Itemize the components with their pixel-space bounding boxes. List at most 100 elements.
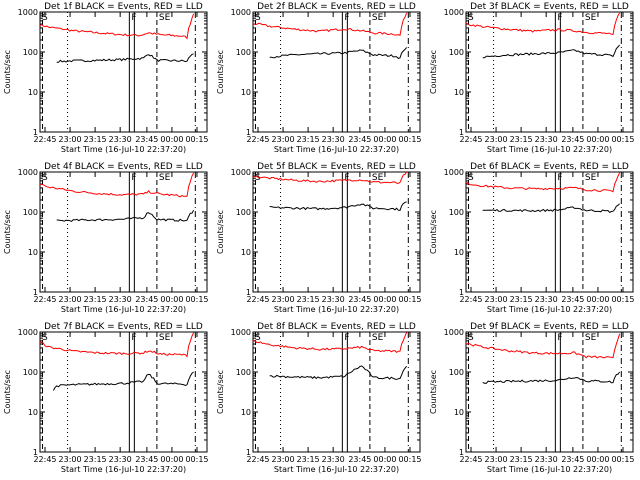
x-tick-label: 23:45 — [561, 295, 584, 304]
x-tick-label: 23:30 — [322, 135, 345, 144]
chart-panel-4: Det 4f BLACK = Events, RED = LLD 1 10 100 10… — [3, 162, 209, 314]
chart-panel-5: Det 5f BLACK = Events, RED = LLD 1 10 100 10… — [216, 162, 422, 314]
plot-frame — [252, 171, 421, 293]
x-axis-label: Start Time (16-Jul-10 22:37:20) — [61, 145, 186, 154]
y-tick-label: 1000 — [444, 8, 464, 17]
marker-s: S — [42, 333, 48, 343]
lld-series-line — [252, 332, 408, 354]
y-axis-label: Counts/sec — [3, 210, 12, 254]
x-tick-label: 23:15 — [84, 455, 107, 464]
y-tick-label: 1 — [459, 448, 464, 457]
y-tick-label: 10 — [241, 408, 251, 417]
y-tick-label: 1000 — [231, 8, 251, 17]
y-tick-label: 1 — [459, 128, 464, 137]
x-tick-label: 23:15 — [297, 135, 320, 144]
marker-se: SE — [372, 333, 384, 343]
x-tick-label: 00:00 — [586, 455, 609, 464]
x-tick-label: 23:00 — [272, 295, 295, 304]
x-tick-label: 23:45 — [135, 295, 158, 304]
y-tick-label: 1000 — [18, 328, 38, 337]
x-tick-label: 23:30 — [322, 295, 345, 304]
plot-frame — [39, 171, 208, 293]
x-tick-label: 22:45 — [33, 455, 56, 464]
y-axis-label: Counts/sec — [216, 50, 225, 94]
y-axis-label: Counts/sec — [3, 370, 12, 414]
x-tick-label: 23:30 — [109, 455, 132, 464]
x-tick-label: 00:15 — [185, 295, 208, 304]
y-tick-label: 100 — [23, 208, 38, 217]
y-tick-label: 1 — [246, 288, 251, 297]
chart-title: Det 1f BLACK = Events, RED = LLD — [44, 2, 203, 12]
marker-s: S — [42, 173, 48, 183]
y-tick-label: 10 — [28, 408, 38, 417]
x-tick-label: 00:15 — [185, 135, 208, 144]
plot-frame — [465, 11, 634, 133]
x-tick-label: 23:45 — [561, 455, 584, 464]
x-tick-label: 23:45 — [135, 135, 158, 144]
x-tick-label: 22:45 — [246, 295, 269, 304]
plot-frame — [252, 11, 421, 133]
marker-s: S — [42, 13, 48, 23]
lld-series-line — [39, 13, 195, 40]
marker-f: F — [344, 13, 349, 23]
chart-title: Det 4f BLACK = Events, RED = LLD — [44, 162, 203, 172]
lld-series-line — [465, 172, 621, 193]
x-tick-label: 00:00 — [160, 295, 183, 304]
x-tick-label: 23:00 — [272, 455, 295, 464]
chart-panel-7: Det 7f BLACK = Events, RED = LLD 1 10 100 10… — [3, 322, 209, 474]
x-tick-label: 23:30 — [109, 135, 132, 144]
y-tick-label: 1000 — [18, 8, 38, 17]
x-tick-label: 22:45 — [246, 135, 269, 144]
y-axis-label: Counts/sec — [3, 50, 12, 94]
x-tick-label: 22:45 — [246, 455, 269, 464]
x-tick-label: 23:15 — [510, 455, 533, 464]
chart-title: Det 5f BLACK = Events, RED = LLD — [257, 162, 416, 172]
x-axis-label: Start Time (16-Jul-10 22:37:20) — [274, 145, 399, 154]
x-tick-label: 22:45 — [459, 455, 482, 464]
marker-s: S — [468, 173, 474, 183]
y-tick-label: 100 — [449, 208, 464, 217]
plot-frame — [465, 171, 634, 293]
marker-f: F — [131, 333, 136, 343]
marker-se: SE — [585, 333, 597, 343]
chart-title: Det 9f BLACK = Events, RED = LLD — [470, 322, 629, 332]
y-tick-label: 100 — [236, 48, 251, 57]
x-tick-label: 00:00 — [373, 455, 396, 464]
x-tick-label: 00:15 — [398, 295, 421, 304]
y-axis-label: Counts/sec — [216, 370, 225, 414]
marker-se: SE — [585, 173, 597, 183]
chart-title: Det 2f BLACK = Events, RED = LLD — [257, 2, 416, 12]
x-tick-label: 23:15 — [297, 455, 320, 464]
plot-frame — [39, 11, 208, 133]
x-tick-label: 00:15 — [398, 135, 421, 144]
chart-title: Det 6f BLACK = Events, RED = LLD — [470, 162, 629, 172]
events-series-line — [56, 210, 195, 222]
x-tick-label: 00:15 — [611, 295, 634, 304]
y-axis-label: Counts/sec — [429, 370, 438, 414]
y-tick-label: 100 — [23, 368, 38, 377]
x-tick-label: 00:15 — [611, 135, 634, 144]
events-series-line — [482, 44, 620, 59]
chart-panel-8: Det 8f BLACK = Events, RED = LLD 1 10 100 10… — [216, 322, 422, 474]
x-axis-label: Start Time (16-Jul-10 22:37:20) — [61, 305, 186, 314]
x-axis-label: Start Time (16-Jul-10 22:37:20) — [61, 465, 186, 474]
events-series-line — [482, 203, 620, 214]
y-tick-label: 1000 — [18, 168, 38, 177]
x-axis-label: Start Time (16-Jul-10 22:37:20) — [487, 305, 612, 314]
marker-f: F — [557, 173, 562, 183]
y-tick-label: 10 — [28, 88, 38, 97]
y-tick-label: 100 — [23, 48, 38, 57]
marker-s: S — [255, 13, 261, 23]
x-tick-label: 22:45 — [33, 135, 56, 144]
chart-title: Det 7f BLACK = Events, RED = LLD — [44, 322, 203, 332]
x-tick-label: 00:00 — [373, 295, 396, 304]
x-tick-label: 23:30 — [322, 455, 345, 464]
x-tick-label: 23:45 — [135, 455, 158, 464]
y-axis-label: Counts/sec — [429, 210, 438, 254]
y-tick-label: 1 — [246, 448, 251, 457]
events-series-line — [269, 201, 407, 211]
x-tick-label: 23:15 — [297, 295, 320, 304]
chart-panel-9: Det 9f BLACK = Events, RED = LLD 1 10 100 10… — [429, 322, 635, 474]
marker-s: S — [468, 333, 474, 343]
